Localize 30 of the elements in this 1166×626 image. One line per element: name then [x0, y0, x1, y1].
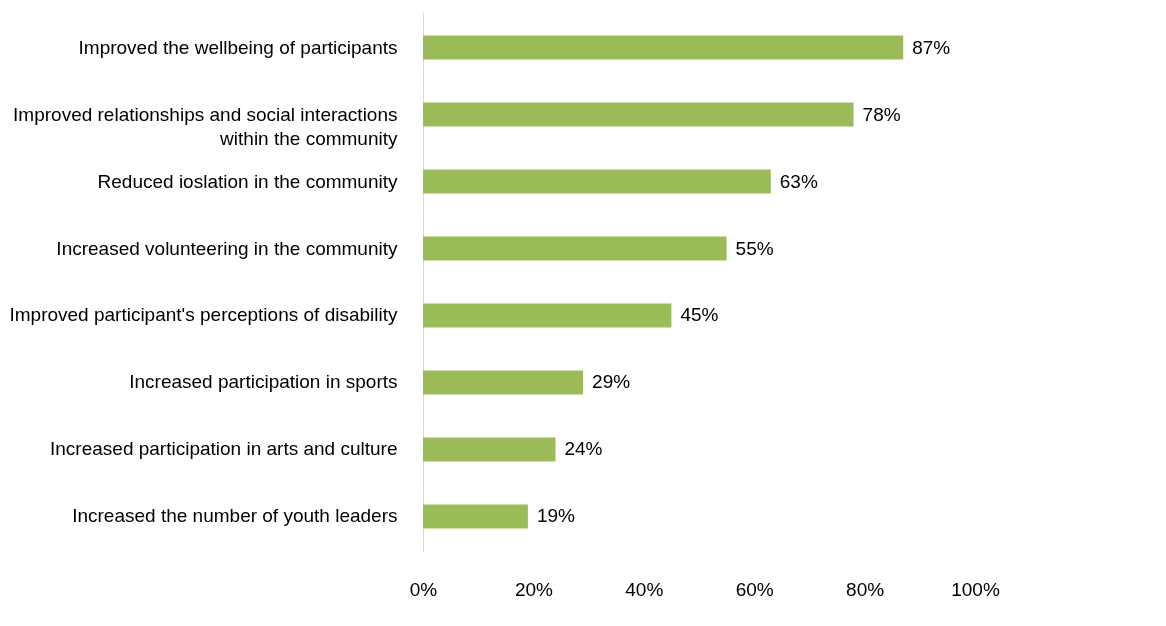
x-tick-label: 100% — [951, 578, 1000, 600]
data-label: 19% — [536, 505, 576, 527]
x-tick-label: 20% — [514, 578, 554, 600]
bar — [423, 504, 528, 529]
data-label: 24% — [564, 438, 603, 460]
x-tick-label: 40% — [625, 578, 664, 600]
y-tick-label: Improved participant's perceptions of disability — [9, 304, 398, 326]
data-label: 63% — [779, 170, 818, 192]
y-tick-label: Improved the wellbeing of participants — [78, 36, 398, 58]
bar — [423, 169, 771, 194]
data-label: 29% — [592, 371, 631, 393]
x-tick-label: 60% — [735, 578, 774, 600]
data-label: 45% — [680, 304, 719, 326]
bar — [423, 370, 584, 395]
y-tick-label: Reduced ioslation in the community — [97, 170, 398, 192]
bar — [423, 437, 556, 462]
x-tick-label: 0% — [409, 578, 438, 600]
data-label: 78% — [862, 103, 901, 125]
data-label: 87% — [912, 36, 951, 58]
y-tick-label: Increased volunteering in the community — [56, 237, 398, 259]
data-label: 55% — [735, 237, 774, 259]
y-tick-label: Increased participation in arts and culture — [50, 438, 398, 460]
bar — [423, 236, 727, 261]
bar — [423, 303, 672, 328]
x-tick-label: 80% — [846, 578, 885, 600]
bar — [423, 102, 854, 127]
bar — [423, 35, 904, 60]
y-tick-label: Increased participation in sports — [129, 371, 398, 393]
y-tick-label: Improved relationships and social interactions within the community — [13, 103, 398, 149]
y-tick-label: Increased the number of youth leaders — [72, 505, 398, 527]
